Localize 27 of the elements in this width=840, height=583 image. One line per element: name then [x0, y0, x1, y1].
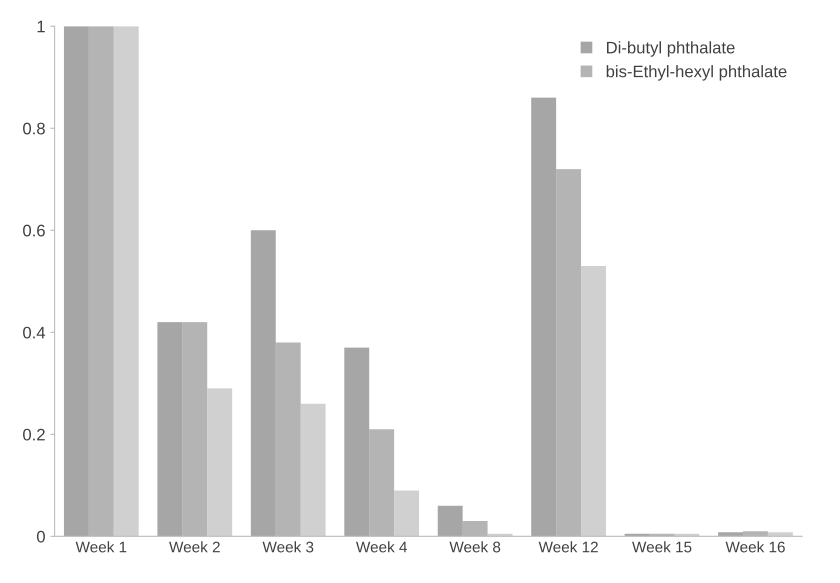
y-tick-label: 0 [36, 530, 45, 543]
x-tick-label: Week 4 [356, 541, 407, 552]
legend-label: bis-Ethyl-hexyl phthalate [606, 65, 786, 81]
bar [64, 26, 89, 536]
y-tick-label: 0.4 [23, 326, 46, 339]
x-tick-label: Week 3 [262, 541, 314, 552]
bar [531, 98, 556, 536]
y-tick-label: 0.2 [23, 428, 45, 441]
bar [438, 506, 463, 536]
y-tick-label: 0.6 [23, 224, 45, 236]
bar [207, 388, 232, 536]
x-tick-label: Week 8 [449, 541, 500, 552]
x-tick-label: Week 15 [632, 541, 692, 552]
bar [344, 348, 370, 536]
bar [157, 322, 182, 536]
x-tick-label: Week 12 [538, 541, 598, 552]
bar [394, 490, 420, 536]
bar [250, 230, 276, 536]
x-tick-label: Week 16 [726, 541, 785, 552]
bar [114, 26, 139, 536]
y-tick-label: 1 [38, 20, 45, 32]
bar [300, 404, 326, 536]
x-tick-label: Week 1 [76, 541, 126, 552]
y-tick-label: 0.8 [23, 122, 45, 134]
bar [581, 266, 606, 536]
legend-label: Di-butyl phthalate [607, 41, 735, 57]
x-tick-label: Week 2 [169, 541, 220, 552]
